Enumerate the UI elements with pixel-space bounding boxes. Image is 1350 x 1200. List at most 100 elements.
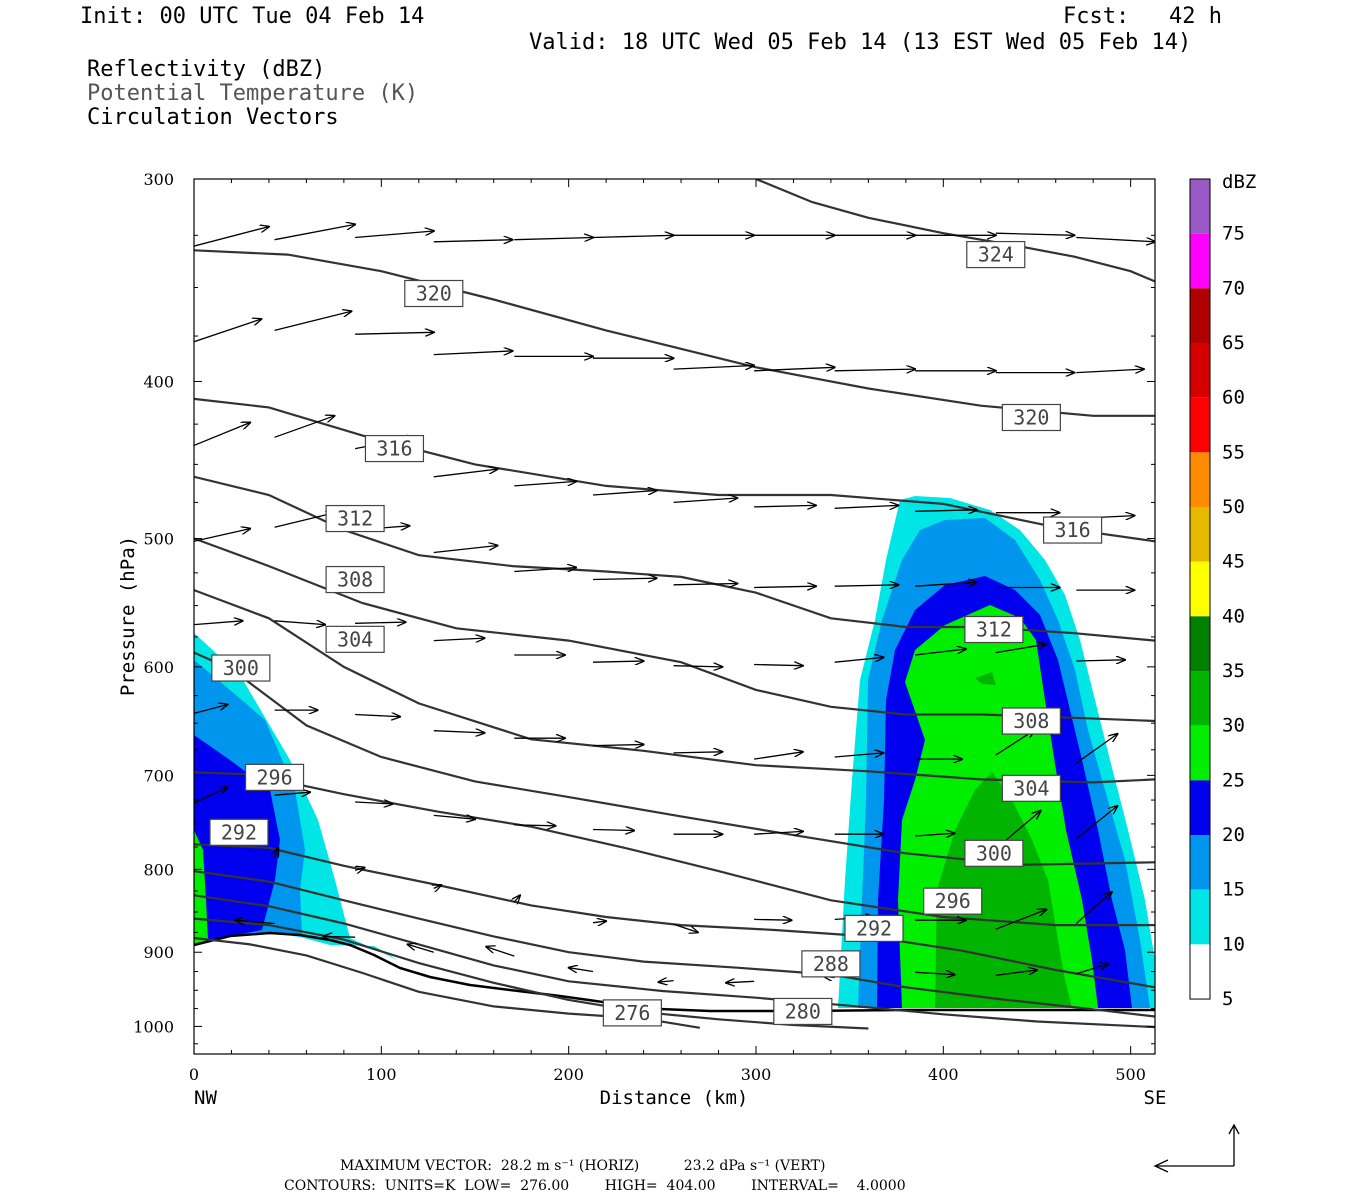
circulation-vector <box>834 657 884 663</box>
circulation-vector <box>569 968 594 972</box>
contour-labels: 3243203203163163123123083083043043003002… <box>209 240 1103 1027</box>
colorbar-swatch <box>1190 616 1210 672</box>
colorbar-title: dBZ <box>1222 171 1256 193</box>
x-tick-label: 0 <box>189 1065 199 1084</box>
circulation-vector <box>433 731 485 733</box>
contour-label-308: 308 <box>325 565 385 594</box>
x-tick-label: 100 <box>366 1065 397 1084</box>
contour-label-box <box>325 504 385 533</box>
circulation-vector <box>754 919 792 920</box>
y-tick-label: 300 <box>143 170 174 189</box>
circulation-vector <box>915 649 966 656</box>
theta-contour-300 <box>194 651 1155 867</box>
circulation-vector <box>433 351 513 355</box>
contour-label-320: 320 <box>1001 403 1061 432</box>
contour-label-text: 280 <box>785 999 821 1023</box>
circulation-vector <box>274 224 356 241</box>
circulation-vector <box>274 311 352 332</box>
circulation-vector <box>915 972 954 974</box>
axes: 0 100 200 300 400 500 300 400 500 600 700 800 900 100… <box>133 170 1155 1084</box>
left-band-20dbz <box>194 830 208 945</box>
contour-label-text: 304 <box>337 627 373 651</box>
max-vector-note: MAXIMUM VECTOR: 28.2 m s⁻¹ (HORIZ) 23.2 … <box>340 1158 826 1174</box>
contour-label-312: 312 <box>325 504 385 533</box>
colorbar: 75 70 65 60 55 50 45 40 35 30 25 20 15 10 5 <box>1189 178 1245 1010</box>
circulation-vector <box>194 227 269 247</box>
circulation-vector <box>834 753 884 758</box>
circulation-vector <box>355 332 434 334</box>
colorbar-label: 60 <box>1222 387 1245 409</box>
contour-label-text: 308 <box>337 568 373 592</box>
contour-label-316: 316 <box>364 434 425 463</box>
circulation-vector <box>754 586 816 587</box>
nw-label: NW <box>194 1087 217 1109</box>
circulation-vector <box>235 920 275 923</box>
colorbar-swatch <box>1190 944 1210 1000</box>
circulation-vector <box>274 416 335 438</box>
circulation-vector <box>592 830 634 831</box>
circulation-vector <box>194 319 261 343</box>
circulation-vector <box>754 665 803 666</box>
circulation-vector <box>194 705 228 715</box>
contour-info-note: CONTOURS: UNITS=K LOW= 276.00 HIGH= 404.… <box>284 1178 906 1194</box>
contour-label-308: 308 <box>1001 707 1061 735</box>
contour-label-box <box>844 914 904 942</box>
colorbar-frame <box>1189 178 1211 1000</box>
contour-label-box <box>964 615 1024 644</box>
circulation-vector <box>514 481 576 487</box>
circulation-vector <box>514 825 555 826</box>
contour-label-text: 292 <box>221 820 257 844</box>
contour-label-text: 308 <box>1013 709 1049 733</box>
circulation-vector <box>355 802 393 804</box>
theta-contour-280 <box>194 917 869 1030</box>
circulation-vector <box>915 833 954 836</box>
circulation-vector <box>274 513 335 528</box>
contour-label-text: 296 <box>256 765 292 789</box>
circulation-vector <box>486 947 515 957</box>
circulation-vector <box>673 923 698 932</box>
contour-label-box <box>244 763 305 791</box>
theta-contour-292 <box>194 843 1155 989</box>
circulation-vector <box>1076 236 1155 242</box>
circulation-vector <box>355 715 400 717</box>
colorbar-label: 65 <box>1222 332 1245 354</box>
field-reflectivity: Reflectivity (dBZ) <box>87 57 326 82</box>
contour-label-box <box>773 997 833 1026</box>
contour-label-box <box>602 999 662 1027</box>
y-tick-label: 900 <box>143 943 174 962</box>
circulation-vector <box>514 895 520 902</box>
circulation-vector <box>592 491 657 496</box>
contour-label-292: 292 <box>209 818 269 846</box>
contour-label-box <box>1042 516 1103 544</box>
y-tick-label: 500 <box>143 530 174 549</box>
circulation-vector <box>433 240 513 242</box>
contour-label-box <box>209 818 269 846</box>
contour-label-box <box>325 565 385 594</box>
circulation-vector <box>673 666 723 667</box>
contour-label-320: 320 <box>404 279 464 308</box>
x-tick-label: 500 <box>1115 1065 1146 1084</box>
contour-label-box <box>964 839 1024 867</box>
contour-label-276: 276 <box>602 999 662 1027</box>
colorbar-label: 20 <box>1222 824 1245 846</box>
contour-label-316: 316 <box>1042 516 1103 544</box>
colorbar-swatch <box>1190 288 1210 344</box>
contour-label-box <box>364 434 425 463</box>
circulation-vector <box>995 233 1075 235</box>
circulation-vector <box>274 792 311 795</box>
circulation-vector <box>754 831 803 834</box>
circulation-vector <box>1076 964 1108 975</box>
colorbar-swatch <box>1190 233 1210 289</box>
colorbar-label: 5 <box>1222 988 1233 1010</box>
forecast-hour: Fcst: 42 h <box>1063 4 1222 29</box>
contour-label-box <box>1001 707 1061 735</box>
theta-contour-316 <box>194 397 1155 543</box>
field-potential-temperature: Potential Temperature (K) <box>87 81 419 106</box>
colorbar-swatch <box>1190 397 1210 453</box>
contour-label-312: 312 <box>964 615 1024 644</box>
valid-time: Valid: 18 UTC Wed 05 Feb 14 (13 EST Wed … <box>529 30 1192 55</box>
colorbar-swatch <box>1190 343 1210 398</box>
circulation-vector <box>673 366 755 370</box>
circulation-vector <box>275 848 279 857</box>
circulation-vector <box>673 498 738 504</box>
